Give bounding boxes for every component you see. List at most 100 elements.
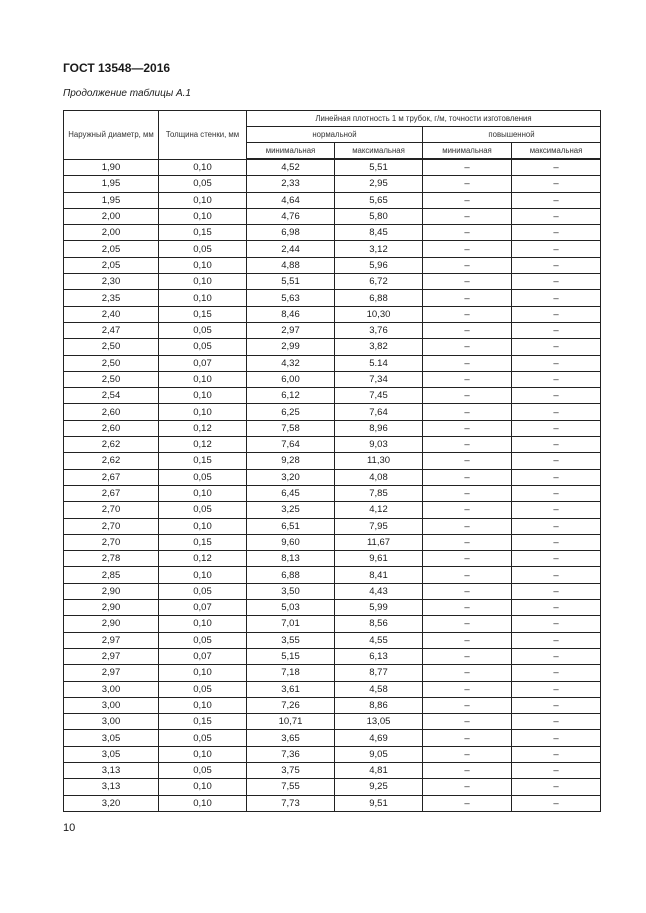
cell-wall-thickness: 0,12 <box>158 436 247 454</box>
cell-increased-min: – <box>422 599 512 617</box>
cell-outer-diameter: 2,60 <box>63 419 159 438</box>
cell-increased-min: – <box>422 419 512 438</box>
table-row: 2,85 0,10 6,88 8,41– – <box>63 566 601 584</box>
cell-increased-min: – <box>422 403 512 421</box>
cell-increased-max: – <box>511 680 601 698</box>
cell-normal-max: 9,25 <box>334 778 423 796</box>
table-row: 2,00 0,10 4,76 5,80– – <box>63 207 601 226</box>
cell-increased-min: – <box>422 224 512 242</box>
cell-increased-min: – <box>422 631 512 649</box>
cell-outer-diameter: 2,62 <box>63 452 159 470</box>
header-increased-max: максимальная <box>511 142 601 160</box>
cell-wall-thickness: 0,07 <box>158 354 247 372</box>
cell-normal-max: 7,34 <box>334 370 423 389</box>
table-row: 2,62 0,12 7,64 9,03– – <box>63 436 601 454</box>
cell-wall-thickness: 0,10 <box>158 158 247 177</box>
cell-normal-min: 7,64 <box>246 436 335 454</box>
cell-wall-thickness: 0,12 <box>158 550 247 568</box>
table-row: 2,47 0,05 2,97 3,76– – <box>63 321 601 340</box>
cell-increased-max: – <box>511 713 601 731</box>
cell-increased-max: – <box>511 761 601 780</box>
cell-normal-max: 9,05 <box>334 745 423 763</box>
table-body: 1,90 0,10 4,52 5,51– –1,95 0,05 2,33 2,95– –1,95… <box>63 158 601 812</box>
cell-wall-thickness: 0,10 <box>158 745 247 763</box>
cell-increased-min: – <box>422 468 512 486</box>
cell-increased-max: – <box>511 387 601 405</box>
cell-wall-thickness: 0,10 <box>158 696 247 715</box>
cell-normal-max: 6,88 <box>334 289 423 307</box>
cell-wall-thickness: 0,12 <box>158 419 247 438</box>
cell-normal-max: 4,55 <box>334 631 423 649</box>
header-normal: нормальной <box>246 126 423 143</box>
cell-outer-diameter: 2,90 <box>63 582 159 601</box>
cell-increased-min: – <box>422 696 512 715</box>
cell-increased-min: – <box>422 175 512 193</box>
cell-increased-max: – <box>511 533 601 552</box>
cell-increased-max: – <box>511 778 601 796</box>
cell-increased-min: – <box>422 240 512 258</box>
cell-increased-min: – <box>422 338 512 356</box>
cell-increased-min: – <box>422 321 512 340</box>
cell-normal-max: 5,51 <box>334 158 423 177</box>
cell-wall-thickness: 0,15 <box>158 305 247 323</box>
cell-increased-min: – <box>422 761 512 780</box>
cell-outer-diameter: 2,50 <box>63 354 159 372</box>
cell-normal-min: 4,76 <box>246 207 335 226</box>
cell-increased-max: – <box>511 436 601 454</box>
cell-outer-diameter: 3,05 <box>63 745 159 763</box>
cell-normal-min: 9,28 <box>246 452 335 470</box>
cell-normal-min: 2,44 <box>246 240 335 258</box>
cell-normal-min: 4,52 <box>246 158 335 177</box>
cell-normal-max: 9,03 <box>334 436 423 454</box>
cell-normal-min: 6,88 <box>246 566 335 584</box>
cell-increased-max: – <box>511 175 601 193</box>
table-row: 2,00 0,15 6,98 8,45– – <box>63 224 601 242</box>
cell-normal-max: 2,95 <box>334 175 423 193</box>
cell-normal-min: 3,75 <box>246 761 335 780</box>
cell-normal-max: 4,43 <box>334 582 423 601</box>
cell-increased-min: – <box>422 354 512 372</box>
cell-wall-thickness: 0,10 <box>158 191 247 209</box>
cell-wall-thickness: 0,05 <box>158 631 247 649</box>
cell-increased-min: – <box>422 387 512 405</box>
cell-increased-min: – <box>422 729 512 747</box>
cell-increased-max: – <box>511 452 601 470</box>
table-row: 1,90 0,10 4,52 5,51– – <box>63 158 601 177</box>
cell-normal-min: 6,25 <box>246 403 335 421</box>
table-row: 2,30 0,10 5,51 6,72– – <box>63 273 601 291</box>
cell-wall-thickness: 0,10 <box>158 794 247 812</box>
cell-outer-diameter: 2,50 <box>63 338 159 356</box>
table-row: 2,90 0,05 3,50 4,43– – <box>63 582 601 601</box>
table-row: 2,67 0,05 3,20 4,08– – <box>63 468 601 486</box>
table-row: 2,62 0,15 9,28 11,30– – <box>63 452 601 470</box>
cell-normal-min: 3,25 <box>246 501 335 519</box>
cell-normal-max: 4,08 <box>334 468 423 486</box>
density-table: Наружный диаметр, мм Толщина стенки, мм … <box>63 110 601 812</box>
cell-increased-min: – <box>422 794 512 812</box>
cell-normal-min: 5,03 <box>246 599 335 617</box>
cell-increased-max: – <box>511 615 601 633</box>
table-row: 2,05 0,05 2,44 3,12– – <box>63 240 601 258</box>
cell-increased-max: – <box>511 158 601 177</box>
cell-normal-max: 8,41 <box>334 566 423 584</box>
cell-normal-min: 7,18 <box>246 664 335 682</box>
table-row: 3,00 0,15 10,71 13,05– – <box>63 713 601 731</box>
cell-outer-diameter: 2,62 <box>63 436 159 454</box>
cell-outer-diameter: 1,95 <box>63 191 159 209</box>
table-row: 3,05 0,10 7,36 9,05– – <box>63 745 601 763</box>
cell-normal-max: 3,76 <box>334 321 423 340</box>
table-row: 3,05 0,05 3,65 4,69– – <box>63 729 601 747</box>
cell-increased-max: – <box>511 647 601 666</box>
header-increased: повышенной <box>422 126 601 143</box>
cell-outer-diameter: 3,13 <box>63 778 159 796</box>
cell-increased-max: – <box>511 419 601 438</box>
cell-normal-min: 8,13 <box>246 550 335 568</box>
cell-increased-min: – <box>422 517 512 535</box>
header-linear-density: Линейная плотность 1 м трубок, г/м, точн… <box>246 110 601 127</box>
cell-normal-min: 7,58 <box>246 419 335 438</box>
cell-increased-min: – <box>422 745 512 763</box>
cell-normal-min: 3,65 <box>246 729 335 747</box>
cell-outer-diameter: 3,00 <box>63 680 159 698</box>
cell-wall-thickness: 0,05 <box>158 175 247 193</box>
cell-wall-thickness: 0,10 <box>158 387 247 405</box>
